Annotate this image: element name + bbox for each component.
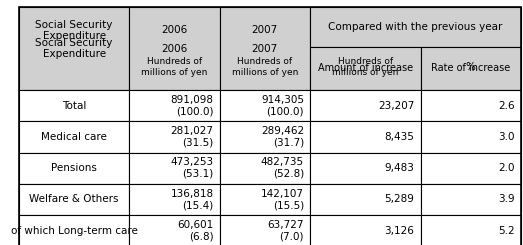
Text: 2.6: 2.6	[498, 101, 515, 111]
Text: Hundreds of
millions of yen: Hundreds of millions of yen	[141, 57, 208, 77]
Text: 63,727
(7.0): 63,727 (7.0)	[268, 220, 304, 242]
Text: 473,253
(53.1): 473,253 (53.1)	[170, 157, 214, 179]
Text: Compared with the previous year: Compared with the previous year	[328, 22, 503, 32]
Text: 23,207: 23,207	[378, 101, 415, 111]
Text: 8,435: 8,435	[384, 132, 415, 142]
Text: %: %	[466, 62, 475, 72]
Bar	[310, 47, 420, 90]
Text: Welfare & Others: Welfare & Others	[29, 195, 119, 204]
Bar	[420, 47, 521, 90]
Text: Social Security
Expenditure: Social Security Expenditure	[36, 20, 113, 41]
Bar	[420, 184, 521, 215]
Text: 482,735
(52.8): 482,735 (52.8)	[261, 157, 304, 179]
Text: 281,027
(31.5): 281,027 (31.5)	[170, 126, 214, 148]
Text: Hundreds of
millions of yen: Hundreds of millions of yen	[232, 57, 298, 77]
Bar	[129, 7, 220, 90]
Bar	[19, 215, 129, 245]
Text: 142,107
(15.5): 142,107 (15.5)	[261, 189, 304, 210]
Bar	[19, 90, 129, 121]
Bar	[129, 215, 220, 245]
Bar	[19, 153, 129, 184]
Text: Pensions: Pensions	[51, 163, 97, 173]
Text: Social Security
Expenditure: Social Security Expenditure	[36, 38, 113, 60]
Bar	[129, 90, 220, 121]
Text: 914,305
(100.0): 914,305 (100.0)	[261, 95, 304, 117]
Bar	[420, 90, 521, 121]
Text: of which Long-term care: of which Long-term care	[10, 226, 138, 236]
Bar	[310, 90, 420, 121]
Bar	[220, 215, 310, 245]
Text: 60,601
(6.8): 60,601 (6.8)	[177, 220, 214, 242]
Text: 2006: 2006	[162, 44, 188, 54]
Bar	[310, 121, 420, 153]
Bar	[129, 153, 220, 184]
Bar	[420, 121, 521, 153]
Text: Hundreds of
millions of yen: Hundreds of millions of yen	[332, 57, 399, 77]
Bar	[220, 184, 310, 215]
Bar	[420, 153, 521, 184]
Text: 9,483: 9,483	[384, 163, 415, 173]
Text: 5.2: 5.2	[498, 226, 515, 236]
Bar	[220, 121, 310, 153]
Text: 2.0: 2.0	[498, 163, 515, 173]
Text: Total: Total	[62, 101, 86, 111]
Bar	[310, 153, 420, 184]
Text: 891,098
(100.0): 891,098 (100.0)	[170, 95, 214, 117]
Bar	[19, 7, 129, 90]
Text: 2007: 2007	[252, 25, 278, 36]
Bar	[19, 184, 129, 215]
Text: 3.0: 3.0	[498, 132, 515, 142]
Text: 2006: 2006	[162, 25, 188, 36]
Text: 3,126: 3,126	[384, 226, 415, 236]
Text: 136,818
(15.4): 136,818 (15.4)	[170, 189, 214, 210]
Bar	[129, 121, 220, 153]
Bar	[129, 184, 220, 215]
Text: 5,289: 5,289	[384, 195, 415, 204]
Bar	[220, 153, 310, 184]
Bar	[310, 184, 420, 215]
Bar	[220, 7, 310, 90]
Bar	[220, 90, 310, 121]
Bar	[310, 215, 420, 245]
Text: Amount of increase: Amount of increase	[318, 63, 413, 74]
Text: 3.9: 3.9	[498, 195, 515, 204]
Text: 289,462
(31.7): 289,462 (31.7)	[261, 126, 304, 148]
Bar	[420, 215, 521, 245]
Bar	[310, 7, 521, 47]
Bar	[19, 121, 129, 153]
Text: Rate of increase: Rate of increase	[431, 63, 510, 74]
Text: 2007: 2007	[252, 44, 278, 54]
Text: Medical care: Medical care	[41, 132, 107, 142]
